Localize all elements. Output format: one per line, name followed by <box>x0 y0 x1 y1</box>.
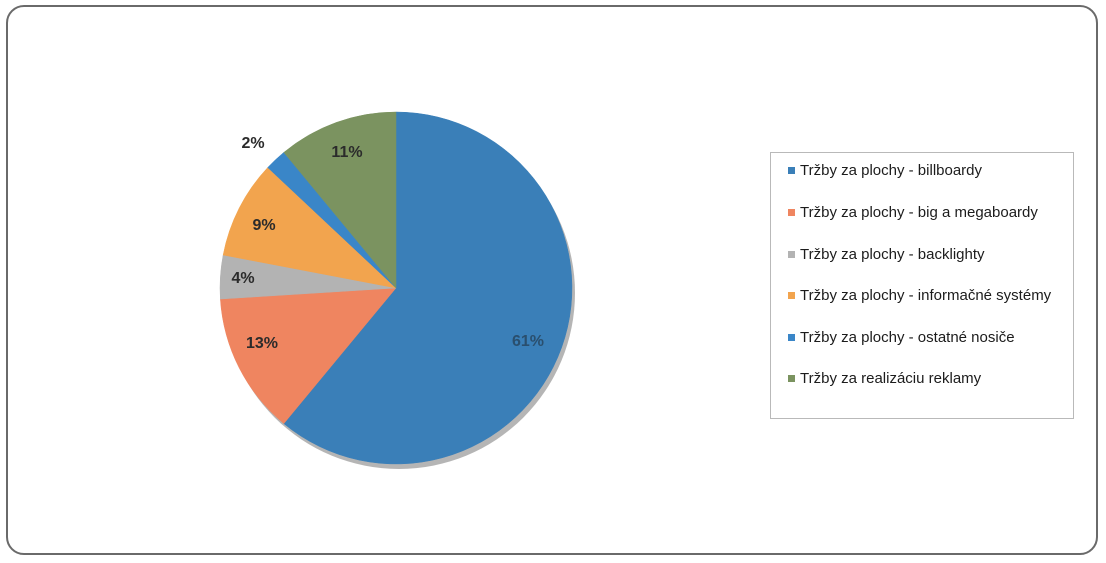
legend-item: Tržby za plochy - billboardy <box>788 162 1063 204</box>
pie-data-label: 11% <box>331 144 362 161</box>
legend-item: Tržby za plochy - big a megaboardy <box>788 204 1063 246</box>
legend-item: Tržby za plochy - backlighty <box>788 246 1063 287</box>
pie-data-label: 13% <box>246 335 278 352</box>
legend-item: Tržby za plochy - informačné systémy <box>788 287 1063 329</box>
legend-label: Tržby za plochy - informačné systémy <box>800 287 1052 304</box>
legend-swatch <box>788 167 795 174</box>
pie-data-label: 4% <box>231 270 254 287</box>
legend-swatch <box>788 375 795 382</box>
legend-label: Tržby za plochy - ostatné nosiče <box>800 329 1015 346</box>
pie-slice <box>222 167 397 289</box>
legend-label: Tržby za realizáciu reklamy <box>800 370 982 387</box>
pie-slice <box>220 287 397 424</box>
legend-item: Tržby za plochy - ostatné nosiče <box>788 329 1063 370</box>
legend-label: Tržby za plochy - billboardy <box>800 162 983 179</box>
legend-label: Tržby za plochy - backlighty <box>800 246 985 263</box>
legend-swatch <box>788 209 795 216</box>
pie-data-label: 2% <box>241 135 264 152</box>
pie-data-label: 61% <box>512 333 544 350</box>
pie-data-label: 9% <box>252 217 275 234</box>
legend-label: Tržby za plochy - big a megaboardy <box>800 204 1038 221</box>
legend-swatch <box>788 334 795 341</box>
legend-swatch <box>788 251 795 258</box>
legend-swatch <box>788 292 795 299</box>
legend-item: Tržby za realizáciu reklamy <box>788 370 1063 400</box>
chart-legend: Tržby za plochy - billboardy Tržby za pl… <box>770 152 1074 419</box>
pie-slice <box>283 111 573 465</box>
pie-slice <box>283 111 397 289</box>
